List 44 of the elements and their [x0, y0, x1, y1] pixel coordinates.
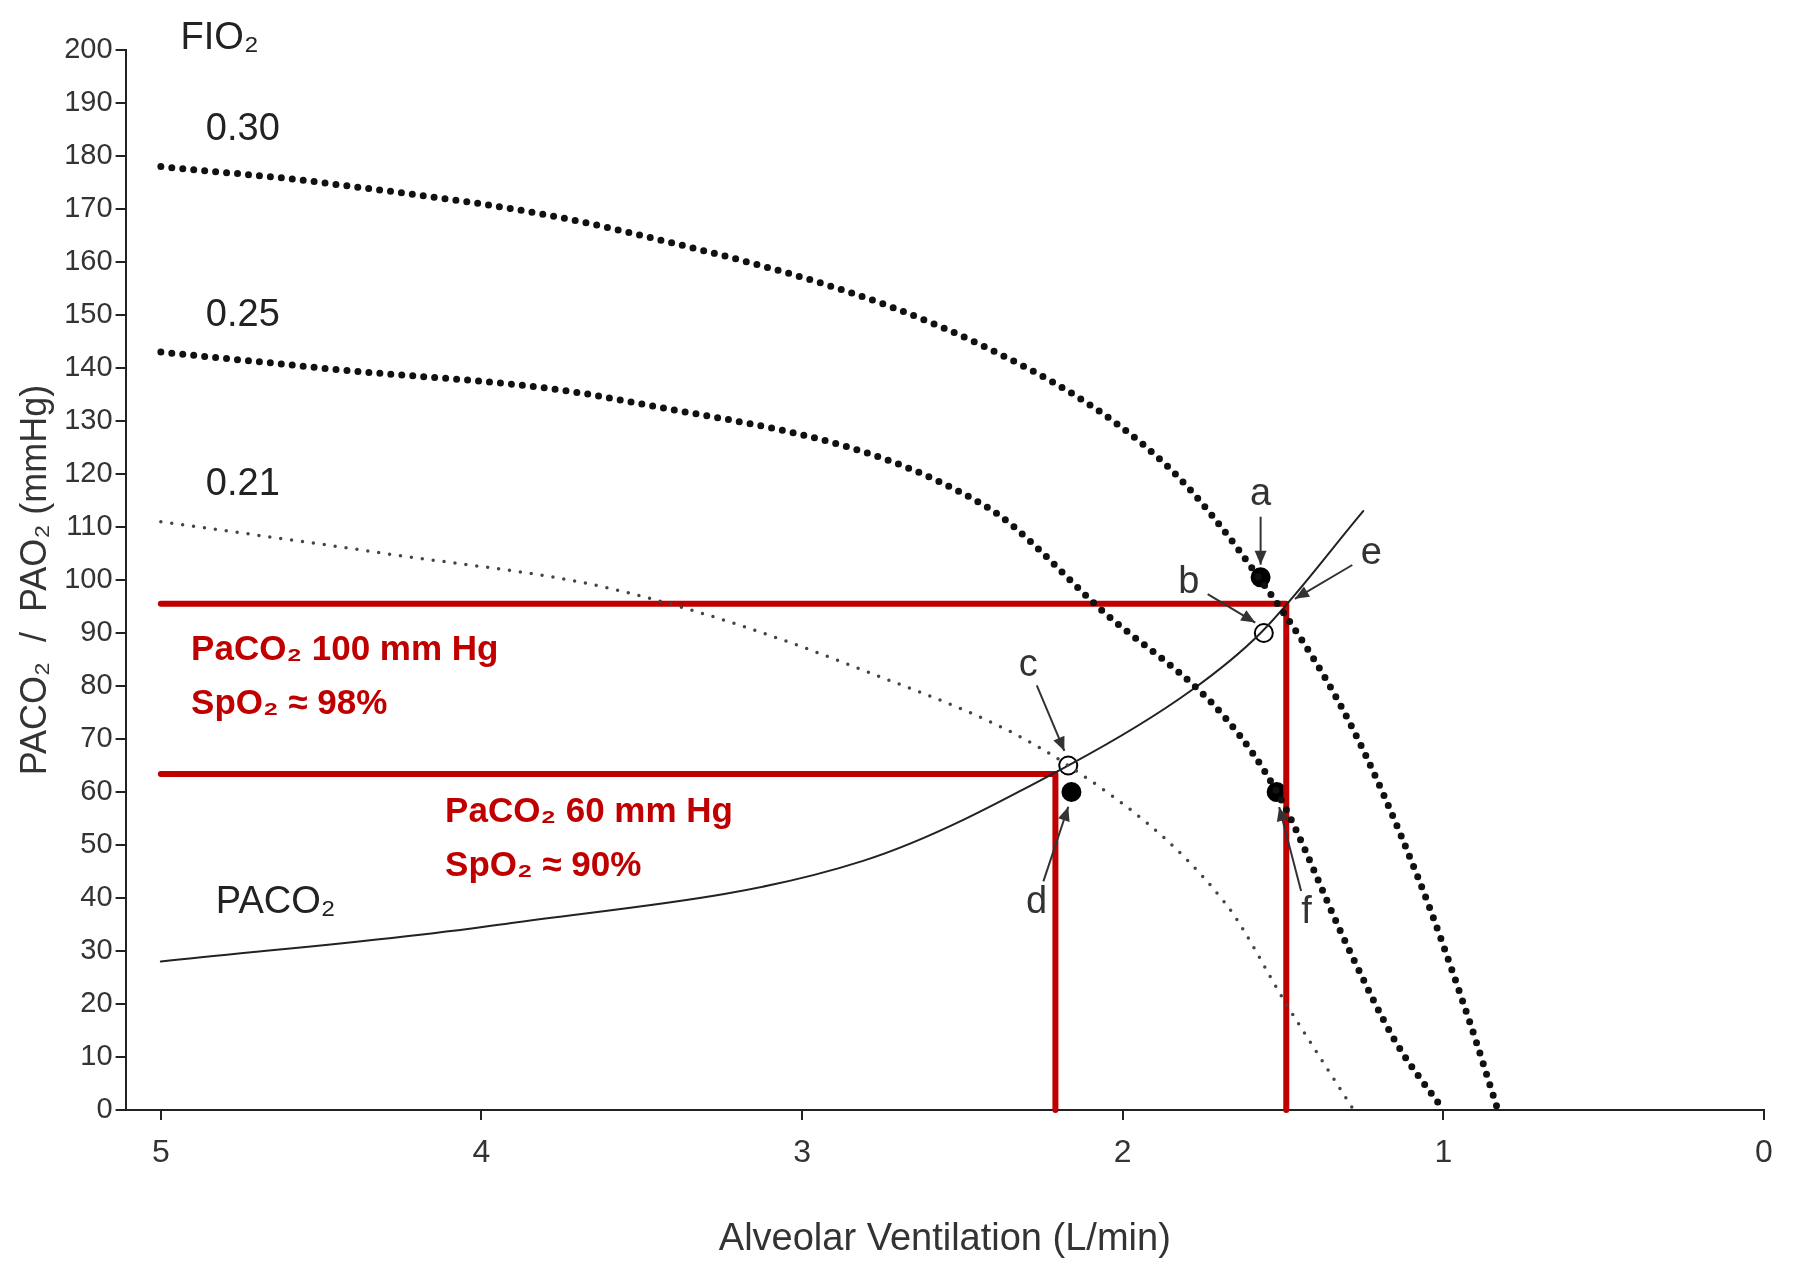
annotation: c — [1018, 641, 1038, 684]
y-tick-label: 10 — [80, 1039, 113, 1071]
annotation: PaCO₂ 60 mm Hg SpO₂ ≈ 90% — [445, 789, 733, 883]
annotation: b — [1178, 559, 1200, 602]
x-axis-title: Alveolar Ventilation (L/min) — [718, 1215, 1171, 1258]
y-tick-label: 120 — [64, 456, 113, 488]
series-label: 0.25 — [205, 291, 280, 334]
x-tick-label: 1 — [1434, 1133, 1453, 1170]
y-tick-label: 70 — [80, 721, 113, 753]
y-tick-label: 190 — [64, 85, 113, 117]
y-tick-label: 100 — [64, 562, 113, 594]
series-label: PACO₂ — [215, 879, 336, 922]
annotation: f — [1301, 888, 1313, 931]
y-tick-label: 50 — [80, 827, 113, 859]
y-tick-label: 170 — [64, 191, 113, 223]
legend-title: FIO₂ — [180, 15, 259, 58]
y-tick-label: 20 — [80, 986, 113, 1018]
series-label: 0.21 — [205, 461, 280, 504]
line-series — [159, 519, 1356, 1112]
y-tick-label: 90 — [80, 615, 113, 647]
point — [1061, 782, 1082, 802]
x-tick-label: 2 — [1113, 1133, 1132, 1170]
y-tick-label: 110 — [66, 509, 113, 541]
annotation: a — [1250, 471, 1273, 514]
annotation: d — [1025, 878, 1048, 921]
y-tick-label: 30 — [80, 933, 113, 965]
y-tick-label: 160 — [64, 244, 113, 276]
y-tick-label: 60 — [80, 774, 113, 806]
y-tick-label: 0 — [96, 1092, 113, 1124]
y-tick-label: 200 — [64, 32, 113, 64]
annotation: PaCO₂ 100 mm Hg SpO₂ ≈ 98% — [191, 627, 499, 721]
y-axis-title: PACO₂ / PAO₂ (mmHg) — [12, 384, 54, 776]
y-tick-label: 130 — [64, 403, 113, 435]
x-tick-label: 3 — [793, 1133, 812, 1170]
series-label: 0.30 — [205, 106, 280, 149]
x-tick-label: 4 — [472, 1133, 491, 1170]
x-tick-label: 5 — [151, 1133, 170, 1170]
y-tick-label: 180 — [64, 138, 113, 170]
y-tick-label: 150 — [64, 297, 113, 329]
y-tick-label: 40 — [80, 880, 113, 912]
y-tick-label: 140 — [64, 350, 113, 382]
y-tick-label: 80 — [80, 668, 113, 700]
x-tick-label: 0 — [1755, 1133, 1773, 1170]
annotation: e — [1360, 530, 1382, 573]
